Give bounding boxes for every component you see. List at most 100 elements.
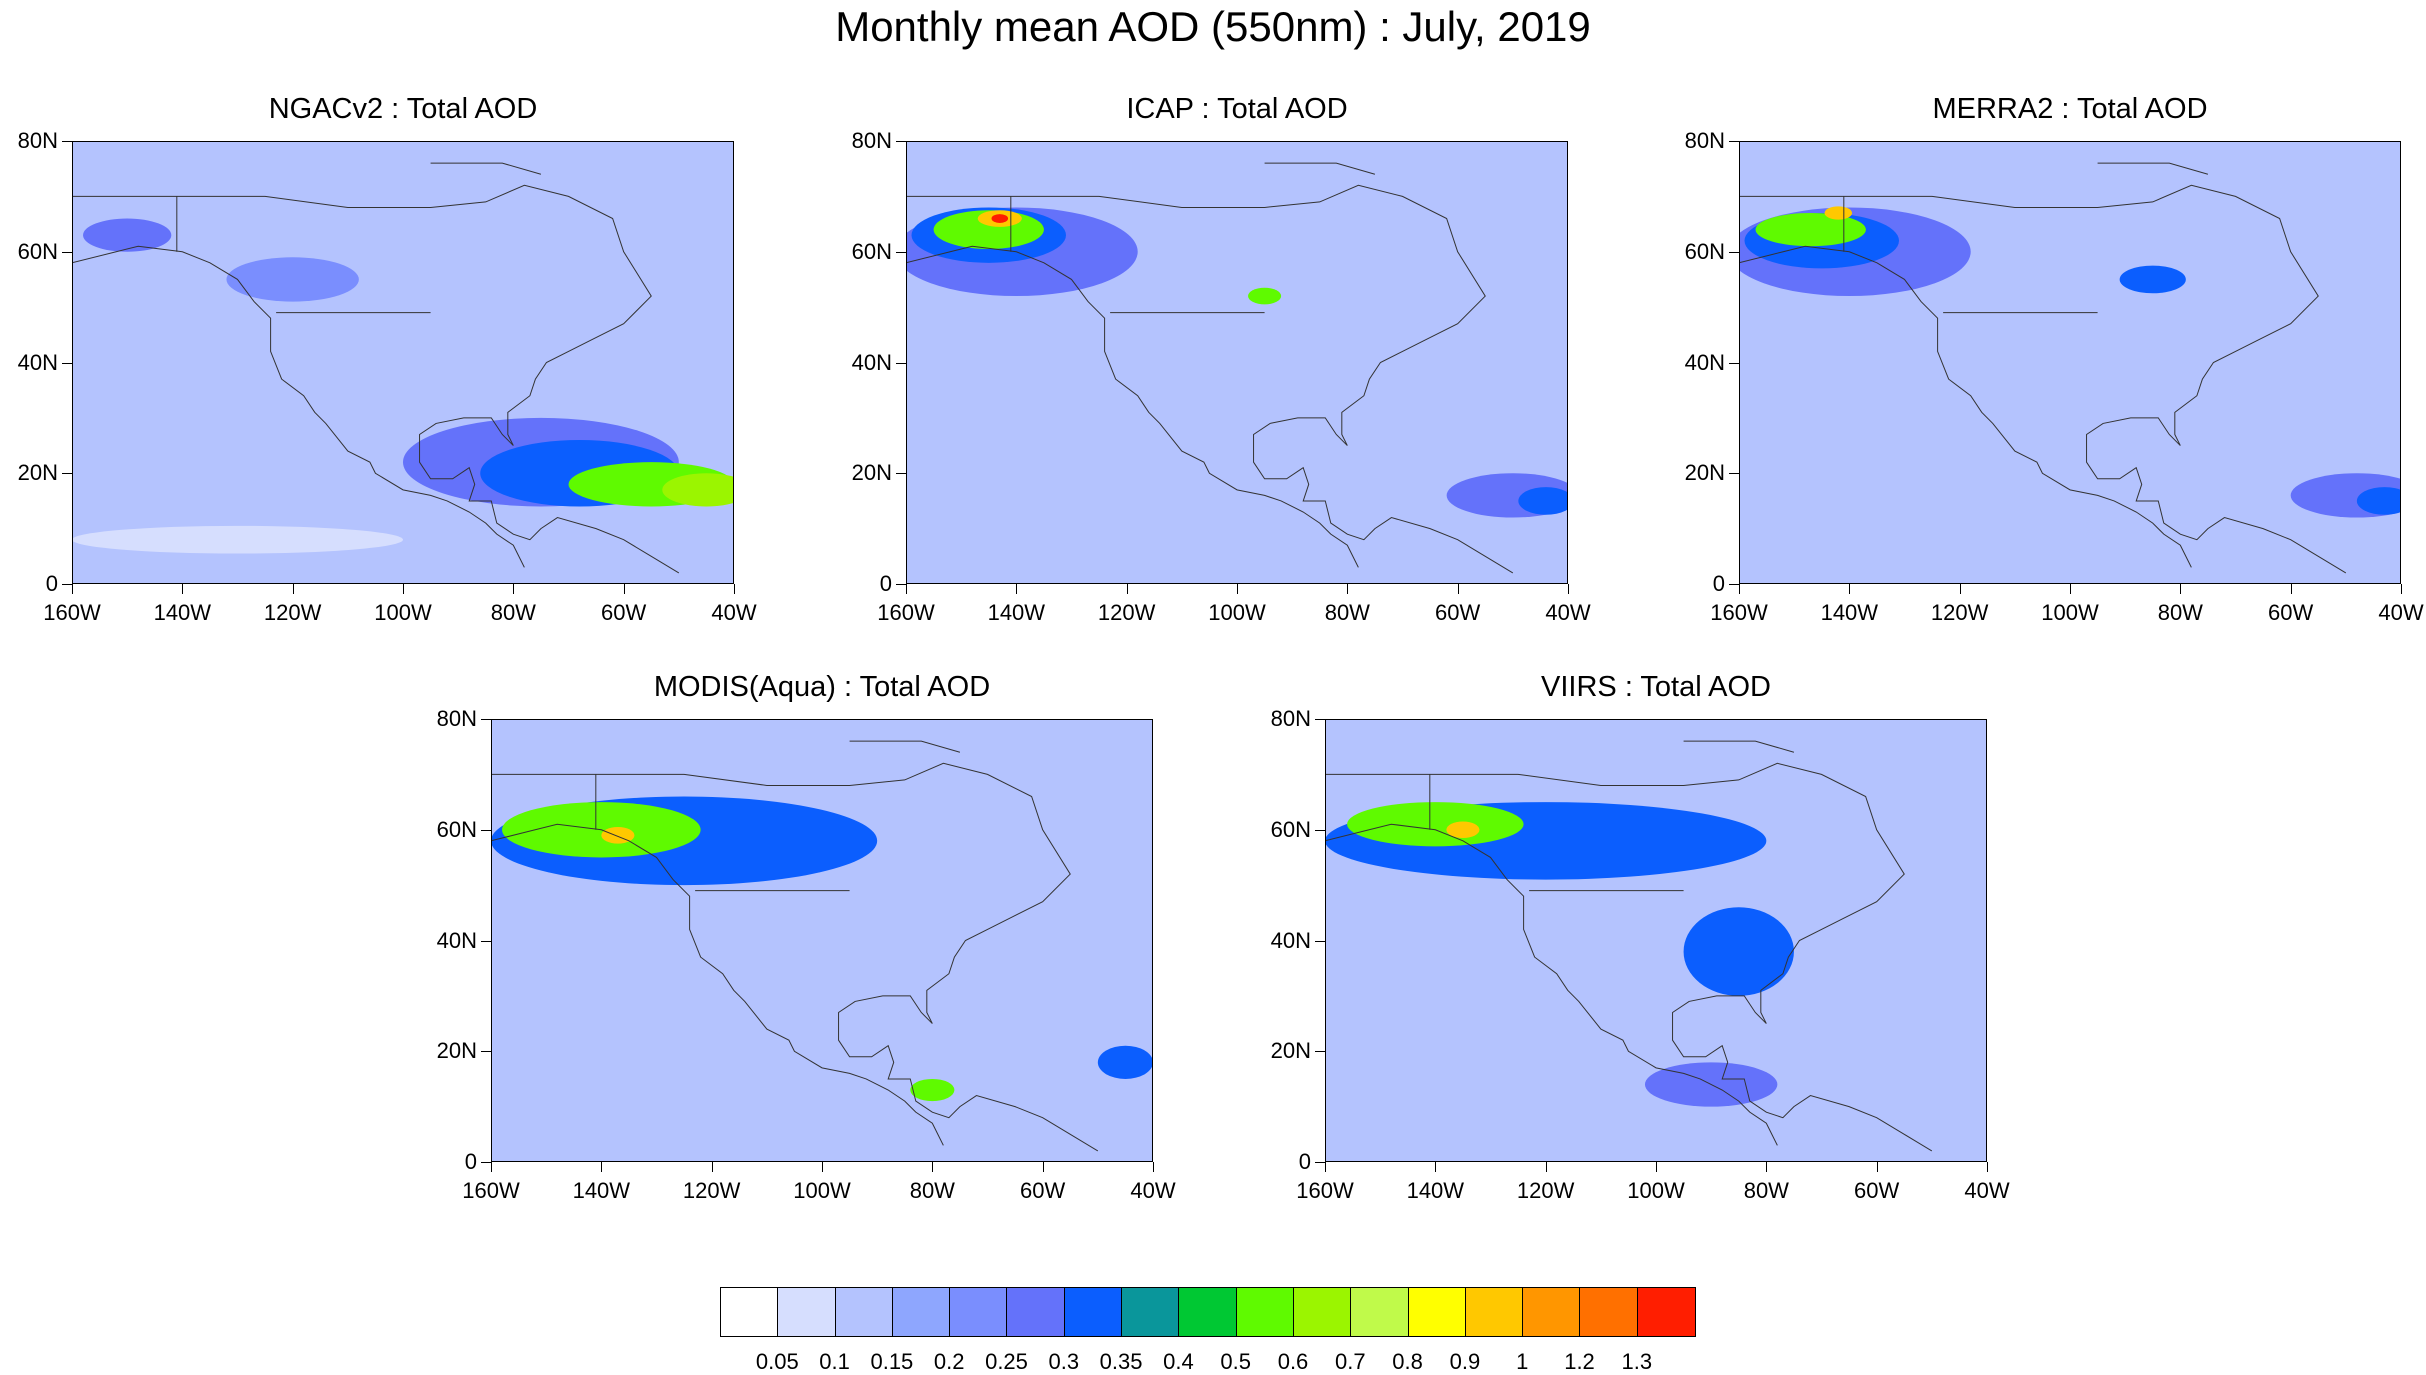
colorbar-swatch	[1408, 1288, 1466, 1336]
figure-title: Monthly mean AOD (550nm) : July, 2019	[835, 3, 1591, 50]
coastline	[72, 245, 525, 568]
x-tick-label: 140W	[561, 1162, 641, 1202]
x-tick-label: 160W	[1285, 1162, 1365, 1202]
aod-region	[83, 218, 172, 252]
y-tick-label: 60N	[812, 240, 906, 263]
aod-region	[1683, 907, 1794, 996]
colorbar-label: 0.15	[870, 1349, 914, 1374]
colorbar-label: 0.2	[933, 1349, 965, 1374]
y-tick-label: 0	[1231, 1151, 1325, 1173]
aod-field	[906, 141, 1568, 584]
colorbar-swatch	[1007, 1288, 1065, 1336]
aod-region	[1097, 1045, 1153, 1079]
x-tick-label: 140W	[1809, 584, 1889, 624]
coastline	[906, 184, 1514, 574]
x-tick-label: 120W	[672, 1162, 752, 1202]
colorbar-labels: 0.05 0.1 0.15 0.2 0.25 0.3 0.35 0.4 0.5 0.6 0.7 0.8…	[720, 1351, 1720, 1375]
coastline	[430, 162, 542, 175]
panel-title: VIIRS : Total AOD	[1541, 671, 1771, 703]
aod-field	[1739, 141, 2401, 584]
colorbar-swatch	[1236, 1288, 1294, 1336]
y-tick-label: 80N	[1231, 708, 1325, 730]
x-tick-label: 40W	[2361, 584, 2426, 624]
colorbar-swatch	[892, 1288, 951, 1336]
x-tick-label: 40W	[1528, 584, 1608, 624]
colorbar-label: 1	[1516, 1349, 1529, 1374]
aod-background	[72, 141, 734, 584]
colorbar-label: 0.35	[1099, 1349, 1143, 1374]
colorbar-swatch	[1122, 1288, 1180, 1336]
y-tick-label: 0	[1645, 573, 1739, 595]
coastline	[2097, 162, 2209, 175]
map-panel-3: MODIS(Aqua) : Total AOD 80N 60N 40N 20N 0 160W…	[437, 671, 1176, 1202]
y-tick-label: 40N	[1231, 929, 1325, 952]
aod-map	[1325, 719, 1987, 1162]
colorbar-label: 0.9	[1449, 1349, 1481, 1374]
map-panel-0: NGACv2 : Total AOD 80N 60N 40N 20N 0 160W 140W 1…	[18, 93, 757, 624]
colorbar-label: 0.05	[755, 1349, 799, 1374]
coastline	[491, 762, 1099, 1152]
x-tick-label: 120W	[1506, 1162, 1586, 1202]
x-tick-label: 60W	[1837, 1162, 1917, 1202]
x-tick-label: 120W	[1920, 584, 2000, 624]
y-tick-label: 40N	[1645, 351, 1739, 374]
y-tick-label: 20N	[0, 462, 72, 484]
aod-map	[906, 141, 1568, 584]
coastline	[491, 823, 944, 1146]
colorbar-swatch	[721, 1288, 779, 1336]
x-tick-label: 160W	[866, 584, 946, 624]
aod-region	[1347, 802, 1524, 847]
aod-region	[991, 214, 1009, 223]
colorbar-swatch	[1637, 1288, 1696, 1336]
aod-map	[491, 719, 1153, 1162]
coastline	[1683, 740, 1795, 753]
colorbar-label: 1.3	[1621, 1349, 1653, 1374]
colorbar	[720, 1287, 1697, 1337]
aod-region	[1518, 487, 1568, 515]
x-tick-label: 100W	[363, 584, 443, 624]
y-tick-label: 60N	[397, 818, 491, 841]
panel-title: MERRA2 : Total AOD	[1932, 93, 2208, 125]
colorbar-label: 0.8	[1392, 1349, 1423, 1374]
aod-region	[910, 1078, 955, 1102]
y-tick-label: 40N	[0, 351, 72, 374]
coastline	[72, 184, 680, 574]
colorbar-label: 0.25	[985, 1349, 1028, 1374]
aod-region	[662, 473, 734, 507]
x-tick-label: 140W	[1395, 1162, 1475, 1202]
colorbar-swatch	[1523, 1288, 1581, 1336]
map-panel-1: ICAP : Total AOD 80N 60N 40N 20N 0 160W 140W 120…	[852, 93, 1591, 624]
colorbar-label: 0.3	[1048, 1349, 1080, 1374]
coastline	[906, 245, 1359, 568]
x-tick-label: 60W	[1003, 1162, 1083, 1202]
y-tick-label: 80N	[812, 130, 906, 152]
colorbar-label: 0.4	[1163, 1349, 1194, 1374]
x-tick-label: 160W	[1699, 584, 1779, 624]
y-tick-label: 40N	[397, 929, 491, 952]
aod-region	[1248, 287, 1282, 305]
x-tick-label: 100W	[1197, 584, 1277, 624]
x-tick-label: 80W	[892, 1162, 972, 1202]
aod-map	[1739, 141, 2401, 584]
colorbar-swatch	[1465, 1288, 1524, 1336]
colorbar-swatch	[1064, 1288, 1123, 1336]
colorbar-swatch	[1351, 1288, 1409, 1336]
colorbar-swatch	[778, 1288, 836, 1336]
y-tick-label: 60N	[1645, 240, 1739, 263]
x-tick-label: 120W	[1087, 584, 1167, 624]
aod-region	[1446, 821, 1480, 839]
x-tick-label: 160W	[32, 584, 112, 624]
y-tick-label: 80N	[0, 130, 72, 152]
panel-title: NGACv2 : Total AOD	[268, 93, 538, 125]
y-tick-label: 0	[0, 573, 72, 595]
y-tick-label: 80N	[1645, 130, 1739, 152]
y-tick-label: 40N	[812, 351, 906, 374]
aod-region	[226, 257, 359, 302]
aod-field	[491, 719, 1153, 1162]
panel-title: MODIS(Aqua) : Total AOD	[653, 671, 991, 703]
y-tick-label: 20N	[1231, 1040, 1325, 1062]
aod-region	[2356, 487, 2401, 515]
x-tick-label: 40W	[1113, 1162, 1193, 1202]
colorbar-swatch	[1179, 1288, 1237, 1336]
x-tick-label: 80W	[1726, 1162, 1806, 1202]
